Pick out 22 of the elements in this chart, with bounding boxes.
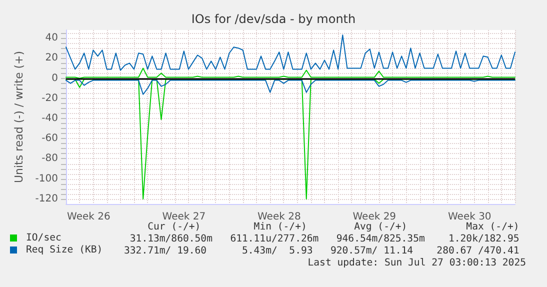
- legend-label: IO/sec: [26, 232, 62, 244]
- y-axis-title: Units read (-) / write (+): [12, 50, 26, 184]
- chart-title: IOs for /dev/sda - by month: [191, 12, 356, 26]
- y-tick-label: 40: [45, 32, 58, 44]
- x-tick-label: Week 27: [162, 212, 206, 222]
- y-tick-label: 0: [52, 72, 58, 84]
- x-tick-label: Week 28: [258, 212, 301, 222]
- text: Cur (-/+) Min (-/+) Avg (-/+) Max (-/+): [148, 222, 520, 232]
- text: 31.13m/860.50m 611.11u/277.26m 946.54m/825.35m 1.20k/182.95: [130, 234, 520, 244]
- y-tick-label: -20: [42, 92, 58, 104]
- y-tick-label: -120: [35, 193, 58, 204]
- y-tick-label: -40: [42, 113, 58, 124]
- y-tick-label: 20: [45, 52, 58, 64]
- x-tick-label: Week 26: [67, 212, 110, 222]
- y-tick-label: -100: [35, 173, 58, 184]
- text: Last update: Sun Jul 27 03:00:13 2025: [308, 258, 526, 268]
- y-tick-label: -80: [42, 153, 58, 164]
- text: 332.71m/ 19.60 5.43m/ 5.93 920.57m/ 11.14 280.67 /470.41: [124, 246, 520, 256]
- legend-label: Req Size (KB): [26, 244, 103, 256]
- y-tick-label: -60: [42, 133, 58, 144]
- x-tick-label: Week 29: [352, 212, 396, 222]
- x-tick-label: Week 30: [448, 212, 492, 222]
